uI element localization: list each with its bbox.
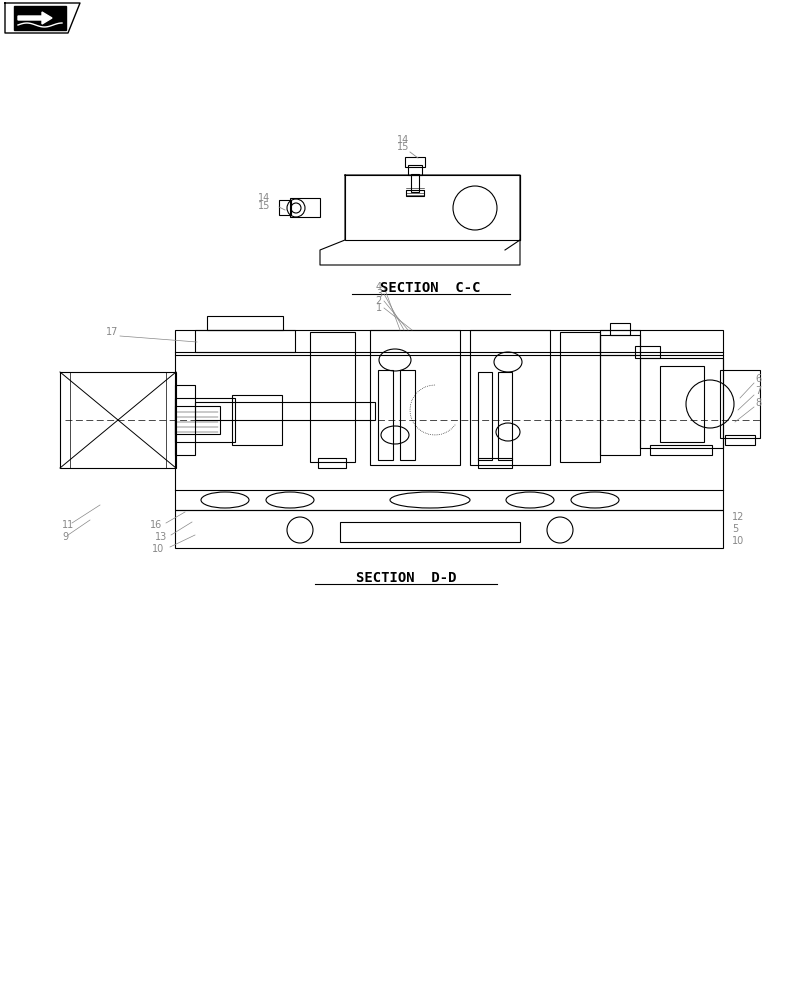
Bar: [406, 190, 423, 196]
Bar: [207, 316, 283, 330]
Bar: [659, 366, 703, 442]
Text: 1: 1: [375, 303, 381, 313]
Bar: [290, 198, 320, 217]
Text: 7: 7: [754, 386, 761, 396]
Text: 13: 13: [155, 532, 167, 542]
Polygon shape: [14, 6, 66, 30]
Bar: [649, 445, 711, 455]
Bar: [195, 402, 375, 420]
Text: SECTION  D-D: SECTION D-D: [355, 571, 456, 585]
Bar: [634, 346, 659, 358]
Text: 4: 4: [375, 282, 381, 292]
Bar: [599, 335, 639, 455]
Bar: [639, 358, 722, 448]
Bar: [478, 372, 491, 460]
Text: 14: 14: [257, 193, 270, 203]
Bar: [175, 385, 195, 455]
Bar: [719, 370, 759, 438]
Text: 16: 16: [150, 520, 162, 530]
Text: SECTION  C-C: SECTION C-C: [380, 281, 479, 295]
Text: 10: 10: [731, 536, 744, 546]
Text: 15: 15: [257, 201, 270, 211]
Bar: [410, 174, 418, 192]
Bar: [279, 200, 290, 215]
Bar: [609, 323, 629, 335]
Text: 15: 15: [397, 142, 409, 152]
Text: 2: 2: [375, 296, 381, 306]
Bar: [478, 458, 512, 468]
Bar: [407, 165, 422, 175]
Text: 3: 3: [375, 289, 381, 299]
Text: 6: 6: [754, 374, 760, 384]
Bar: [400, 370, 414, 460]
Bar: [340, 522, 519, 542]
Bar: [175, 398, 234, 442]
Bar: [318, 458, 345, 468]
Text: 14: 14: [397, 135, 409, 145]
Text: 8: 8: [754, 398, 760, 408]
Bar: [195, 330, 294, 352]
Polygon shape: [5, 3, 80, 33]
Text: 12: 12: [731, 512, 744, 522]
Bar: [175, 510, 722, 548]
Bar: [60, 372, 176, 468]
Bar: [345, 175, 519, 240]
Bar: [470, 330, 549, 465]
Bar: [310, 332, 354, 462]
Bar: [497, 372, 512, 460]
Bar: [232, 395, 281, 445]
Bar: [370, 330, 460, 465]
Bar: [175, 330, 722, 510]
Bar: [378, 370, 393, 460]
Text: 9: 9: [62, 532, 68, 542]
Text: 17: 17: [105, 327, 118, 337]
Polygon shape: [18, 12, 52, 24]
Text: 5: 5: [731, 524, 737, 534]
Bar: [560, 332, 599, 462]
Bar: [724, 435, 754, 445]
Text: 10: 10: [152, 544, 164, 554]
Bar: [175, 406, 220, 434]
Bar: [599, 330, 639, 355]
Bar: [405, 157, 424, 167]
Text: 11: 11: [62, 520, 74, 530]
